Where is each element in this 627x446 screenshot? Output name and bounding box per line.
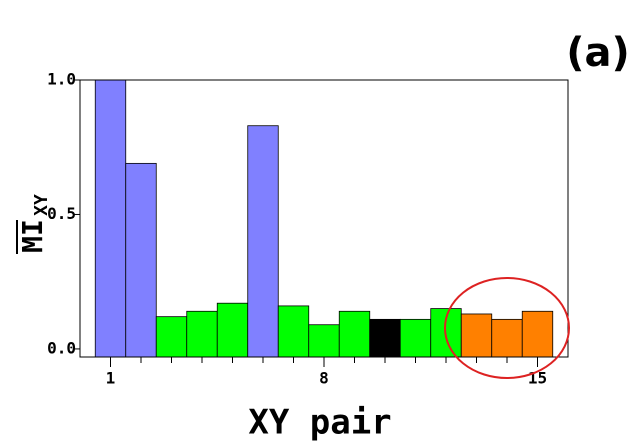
bar (277, 305, 310, 358)
bar (247, 125, 279, 358)
y-tick-label: 0.0 (47, 338, 76, 357)
panel-label: (a) (566, 30, 627, 76)
highlight-ellipse (444, 277, 570, 379)
x-axis-label: XY pair (248, 403, 391, 443)
bar (125, 162, 157, 358)
x-tick-label: 1 (106, 369, 116, 388)
y-label-main: MI (16, 219, 49, 253)
bar (491, 318, 523, 358)
bar (399, 318, 432, 358)
bar (94, 79, 127, 358)
bar (186, 310, 218, 358)
bar (369, 318, 401, 358)
y-axis-label: MI XY (16, 194, 52, 254)
x-tick-label: 8 (319, 369, 329, 388)
bar (155, 316, 188, 358)
y-label-sub: XY (31, 194, 52, 216)
plot-area: 0.00.51.01 8 15 (47, 70, 554, 388)
y-tick-label: 0.5 (47, 204, 76, 223)
bar (308, 324, 340, 358)
y-tick-label: 1.0 (47, 70, 76, 89)
bar (521, 310, 554, 358)
plot-frame (79, 79, 569, 358)
bar (338, 310, 371, 358)
bar (216, 302, 249, 358)
bar (460, 313, 493, 358)
